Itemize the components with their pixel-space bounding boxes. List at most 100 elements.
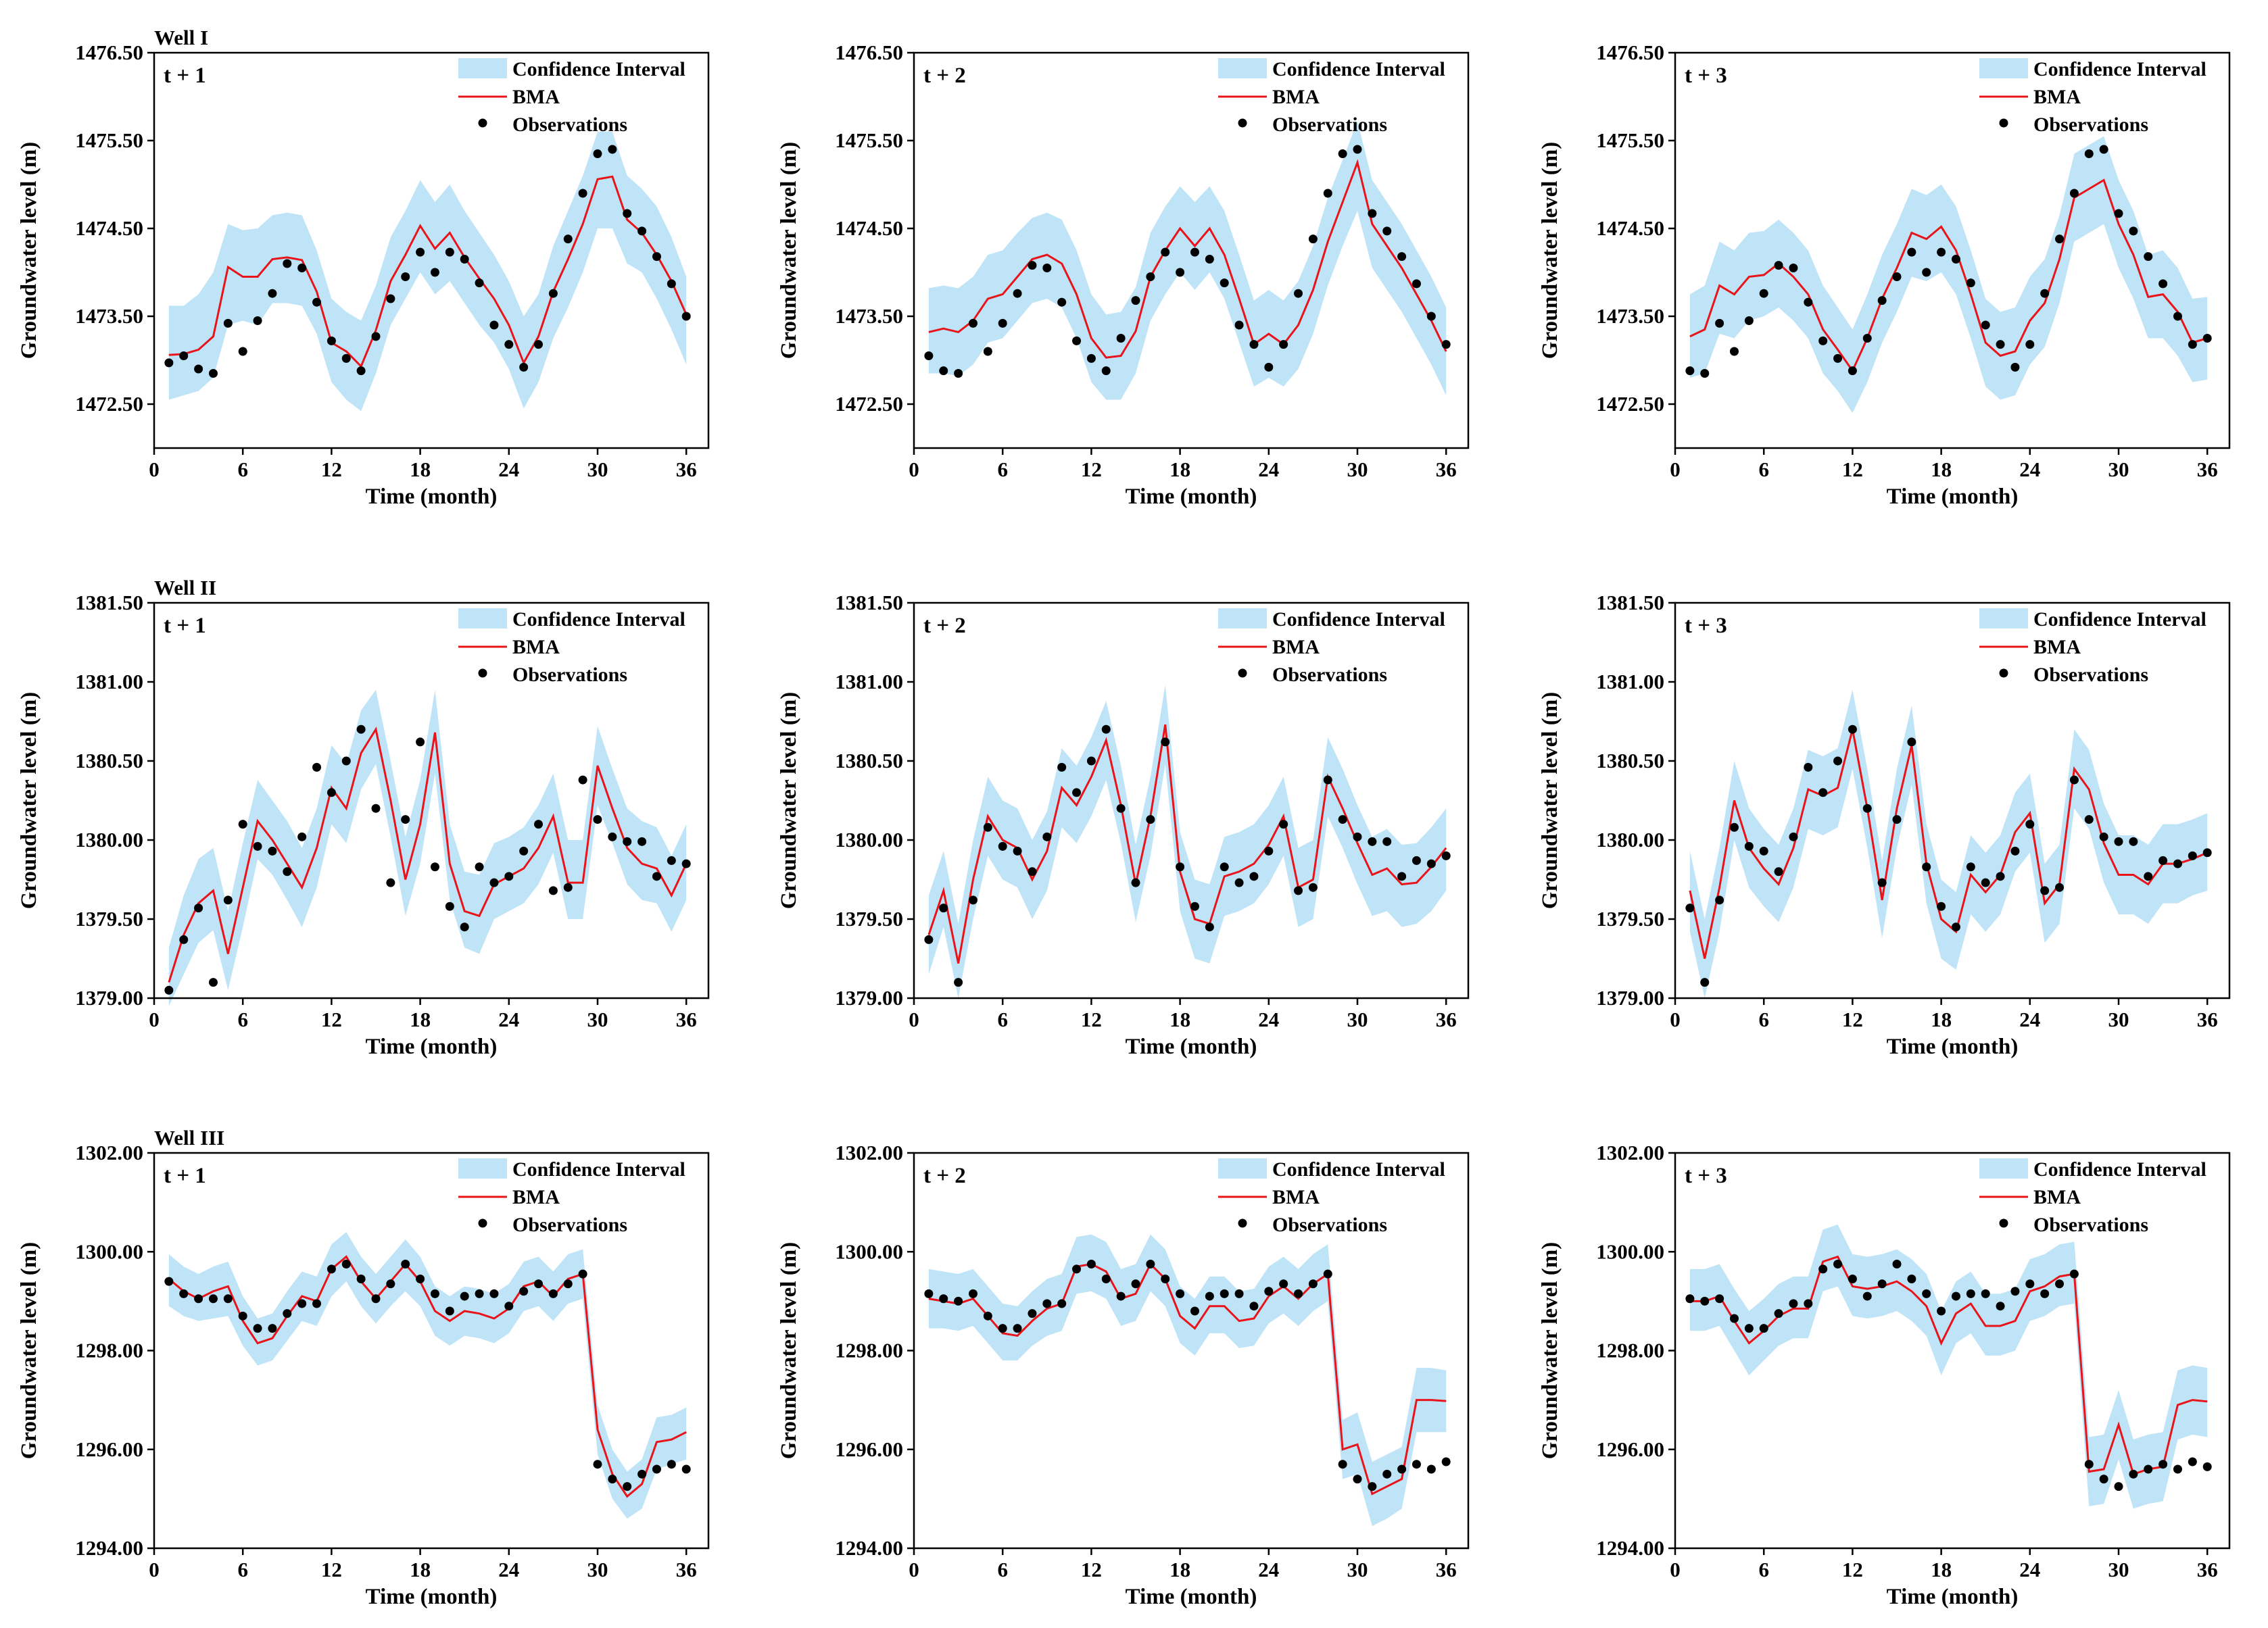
y-tick-label: 1472.50 xyxy=(75,392,143,416)
x-tick-label: 24 xyxy=(2019,458,2040,481)
observation-point xyxy=(1220,278,1229,288)
observation-point xyxy=(1397,252,1407,262)
observation-point xyxy=(341,756,351,766)
observation-point xyxy=(1996,872,2005,881)
chart-panel-4: 0 6 12 18 24 30 36 1379.00 1379.50 1380.00 1380.50… xyxy=(17,576,710,1059)
observation-point xyxy=(1804,762,1813,772)
observation-point xyxy=(1028,261,1037,270)
legend-label-obs: Observations xyxy=(1272,1214,1387,1236)
observation-point xyxy=(1131,878,1140,887)
observation-point xyxy=(1907,247,1916,257)
chart-panel-8: 0 6 12 18 24 30 36 1294.00 1296.00 1298.00 1300.00… xyxy=(777,1141,1470,1609)
observation-point xyxy=(623,1482,632,1491)
observation-point xyxy=(1789,264,1798,272)
observation-point xyxy=(2144,252,2153,262)
y-tick-label: 1380.50 xyxy=(75,749,143,772)
observation-point xyxy=(1161,737,1170,747)
observation-point xyxy=(924,935,934,944)
observation-point xyxy=(578,1269,587,1279)
observation-point xyxy=(939,366,948,376)
observation-point xyxy=(548,289,558,298)
observation-point xyxy=(1877,878,1887,887)
observation-point xyxy=(2173,1464,2182,1474)
y-tick-label: 1302.00 xyxy=(75,1141,143,1164)
y-tick-label: 1380.00 xyxy=(75,828,143,852)
x-tick-label: 30 xyxy=(587,1008,608,1031)
observation-point xyxy=(1397,872,1407,881)
observation-point xyxy=(924,351,934,360)
legend-swatch-band xyxy=(458,608,507,628)
confidence-band xyxy=(1689,136,2208,413)
observation-point xyxy=(1101,366,1111,376)
observation-point xyxy=(504,340,514,349)
observation-point xyxy=(371,1294,381,1304)
x-tick-label: 0 xyxy=(909,458,919,481)
observation-point xyxy=(1028,867,1037,877)
observation-point xyxy=(652,1464,661,1474)
observation-point xyxy=(416,1274,425,1283)
y-tick-label: 1379.50 xyxy=(75,907,143,931)
y-tick-label: 1381.50 xyxy=(1596,591,1664,614)
y-tick-label: 1298.00 xyxy=(1596,1339,1664,1362)
x-tick-label: 0 xyxy=(149,1008,160,1031)
legend-label-band: Confidence Interval xyxy=(2033,58,2206,80)
chart-panel-9: 0 6 12 18 24 30 36 1294.00 1296.00 1298.00 1300.00… xyxy=(1538,1141,2231,1609)
observation-point xyxy=(2144,872,2153,881)
x-tick-label: 24 xyxy=(1258,1008,1279,1031)
x-axis-label: Time (month) xyxy=(366,1585,498,1609)
observation-point xyxy=(623,837,632,846)
observation-point xyxy=(1774,1309,1783,1318)
observation-point xyxy=(667,1460,676,1469)
x-axis-label: Time (month) xyxy=(366,485,498,509)
x-tick-label: 12 xyxy=(1842,1008,1863,1031)
observation-point xyxy=(1966,1289,1975,1298)
observation-point xyxy=(401,272,410,281)
observation-point xyxy=(1249,340,1259,349)
observation-point xyxy=(1308,235,1318,244)
observation-point xyxy=(283,259,292,268)
y-tick-label: 1298.00 xyxy=(75,1339,143,1362)
legend-swatch-band xyxy=(1979,58,2028,78)
observation-point xyxy=(1353,832,1362,841)
observation-point xyxy=(1308,883,1318,892)
observation-point xyxy=(1907,737,1916,747)
y-tick-label: 1380.50 xyxy=(835,749,903,772)
observation-point xyxy=(637,837,647,846)
y-tick-label: 1476.50 xyxy=(1596,41,1664,64)
y-tick-label: 1474.50 xyxy=(1596,216,1664,240)
observation-point xyxy=(430,862,439,872)
observation-point xyxy=(2055,235,2065,244)
observation-point xyxy=(268,846,277,856)
observation-point xyxy=(1205,922,1214,932)
observation-point xyxy=(1279,1279,1288,1289)
observation-point xyxy=(1146,272,1155,281)
observation-point xyxy=(1441,851,1451,860)
observation-point xyxy=(238,1311,247,1321)
x-axis-label: Time (month) xyxy=(1887,1585,2019,1609)
x-tick-label: 36 xyxy=(2197,458,2218,481)
legend-label-obs: Observations xyxy=(2033,664,2148,686)
observation-point xyxy=(2158,1460,2168,1469)
observation-point xyxy=(1353,145,1362,154)
confidence-band xyxy=(1689,689,2208,998)
observation-point xyxy=(1161,247,1170,257)
y-tick-label: 1381.50 xyxy=(75,591,143,614)
observation-point xyxy=(2040,289,2050,298)
observation-point xyxy=(2010,1287,2020,1296)
observation-point xyxy=(386,1279,395,1289)
observation-point xyxy=(1789,832,1798,841)
x-tick-label: 6 xyxy=(997,458,1008,481)
x-tick-label: 12 xyxy=(1842,458,1863,481)
observation-point xyxy=(2173,859,2182,868)
observation-point xyxy=(1833,1260,1843,1269)
legend-label-bma: BMA xyxy=(2033,1186,2081,1208)
observation-point xyxy=(1249,1302,1259,1311)
observation-point xyxy=(1057,762,1067,772)
x-tick-label: 24 xyxy=(1258,1558,1279,1581)
y-tick-label: 1380.00 xyxy=(835,828,903,852)
observation-point xyxy=(2069,775,2079,785)
observation-point xyxy=(386,294,395,303)
observation-point xyxy=(2158,856,2168,865)
x-tick-label: 36 xyxy=(2197,1558,2218,1581)
x-tick-label: 30 xyxy=(2108,1008,2129,1031)
